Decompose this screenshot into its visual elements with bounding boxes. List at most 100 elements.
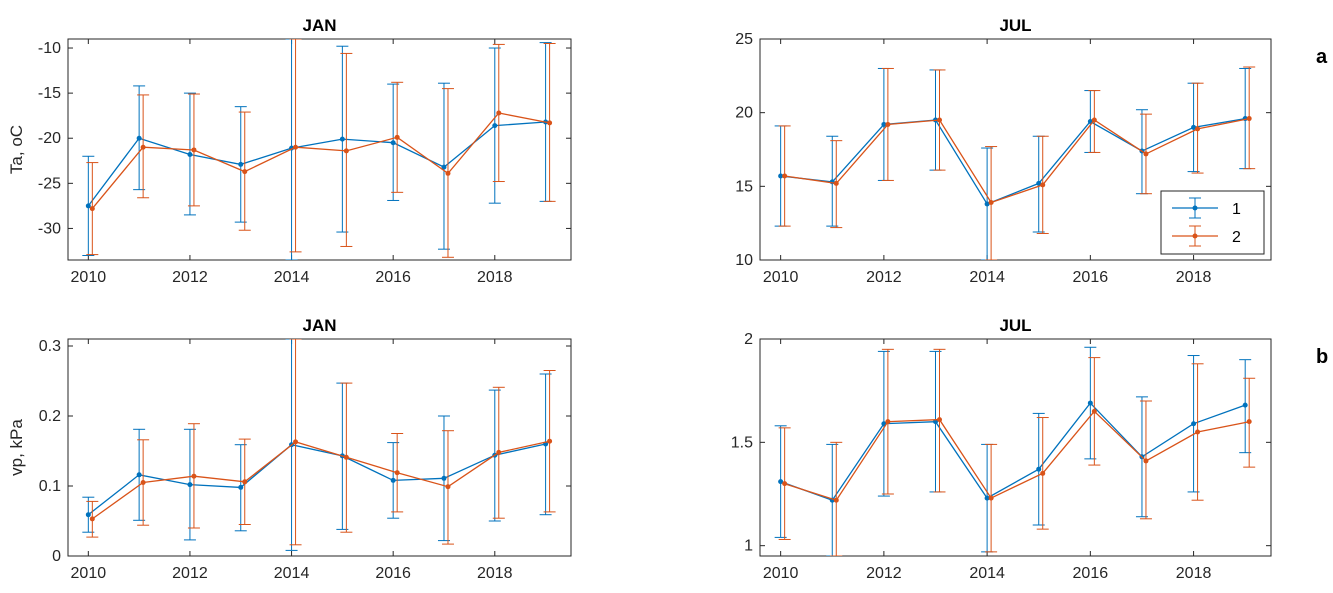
data-point-2-vp-jan-2014 [293, 439, 299, 445]
data-point-1-vp-jan-2011 [136, 472, 142, 478]
y-tick-label-vp-jan-0: 0 [52, 548, 61, 565]
data-marks-vp-jan [82, 339, 556, 551]
data-point-1-vp-jul-2014 [984, 495, 990, 501]
data-point-1-ta-jul-2015 [1036, 180, 1042, 186]
data-point-2-vp-jul-2016 [1091, 408, 1097, 414]
x-tick-label-ta-jan-2012: 2012 [172, 269, 208, 286]
data-point-2-vp-jul-2017 [1143, 458, 1149, 464]
series-line-1-ta-jan [87, 121, 546, 207]
x-tick-label-vp-jul-2014: 2014 [969, 565, 1005, 582]
chart-panel-vp-jan: JAN vp, kPa 2010 2012 2014 2016 2018 0 0.1 0.2 0.3 [7, 316, 572, 582]
axes-box-ta-jul [759, 38, 1272, 261]
data-point-1-ta-jan-2013 [238, 161, 244, 167]
data-point-2-ta-jul-2013 [936, 117, 942, 123]
data-point-1-ta-jan-2018 [492, 123, 498, 129]
legend: 1 2 [1160, 190, 1265, 255]
y-tick-label-ta-jan-1: -25 [38, 175, 61, 192]
data-point-2-ta-jul-2012 [885, 121, 891, 127]
data-point-1-vp-jan-2012 [187, 482, 193, 488]
x-tick-label-ta-jul-2018: 2018 [1176, 269, 1212, 286]
x-tick-label-ta-jan-2016: 2016 [375, 269, 411, 286]
chart-title-ta-jan: JAN [302, 16, 336, 35]
data-point-1-ta-jan-2012 [187, 151, 193, 157]
data-point-1-ta-jan-2016 [390, 140, 396, 146]
data-point-2-vp-jan-2012 [191, 473, 197, 479]
data-point-1-ta-jul-2010 [778, 173, 784, 179]
data-point-2-ta-jan-2013 [242, 169, 248, 175]
data-point-2-ta-jul-2010 [782, 173, 788, 179]
series-line-2-ta-jan [91, 112, 550, 210]
series-2-vp-jan [86, 339, 556, 546]
y-tick-label-ta-jan-4: -10 [38, 40, 61, 57]
data-point-2-ta-jan-2017 [445, 170, 451, 176]
y-axis-label-ta-jan: Ta, oC [7, 125, 26, 174]
y-tick-label-ta-jan-2: -20 [38, 130, 61, 147]
y-tick-label-vp-jul-1: 1.5 [731, 434, 753, 451]
chart-panel-ta-jan: JAN Ta, oC 2010 2012 2014 2016 2018 -30 -25 -20 -1… [7, 16, 572, 286]
series-line-2-vp-jul [784, 410, 1250, 501]
data-point-2-vp-jul-2014 [988, 495, 994, 501]
data-point-2-ta-jan-2012 [191, 147, 197, 153]
chart-title-vp-jan: JAN [302, 316, 336, 335]
panel-letter-b: b [1316, 346, 1328, 368]
data-point-2-vp-jul-2010 [782, 481, 788, 487]
data-marks-ta-jul [774, 66, 1256, 260]
data-point-1-ta-jan-2011 [136, 135, 142, 141]
y-tick-label-vp-jan-2: 0.2 [39, 408, 61, 425]
data-point-1-vp-jul-2015 [1036, 466, 1042, 472]
series-line-2-ta-jul [784, 117, 1250, 204]
series-1-vp-jan [82, 339, 552, 551]
y-tick-label-vp-jan-3: 0.3 [39, 338, 61, 355]
legend-entry-1: 1 [1172, 197, 1241, 219]
data-marks-ta-jan [82, 39, 556, 260]
data-point-2-ta-jan-2015 [343, 148, 349, 154]
x-tick-label-ta-jul-2014: 2014 [969, 269, 1005, 286]
data-point-2-ta-jul-2016 [1091, 117, 1097, 123]
chart-panel-vp-jul: JUL 2010 2012 2014 2016 2018 1 1.5 2 [731, 316, 1272, 582]
x-tick-label-ta-jan-2018: 2018 [477, 269, 513, 286]
chart-panel-ta-jul: JUL 2010 2012 2014 2016 2018 10 15 20 25 [735, 16, 1272, 286]
x-tick-label-vp-jan-2010: 2010 [71, 565, 107, 582]
data-point-2-ta-jul-2017 [1143, 151, 1149, 157]
data-point-1-vp-jan-2017 [441, 475, 447, 481]
data-point-2-vp-jan-2018 [496, 449, 502, 455]
data-point-1-vp-jan-2016 [390, 477, 396, 483]
data-point-2-ta-jan-2014 [293, 144, 299, 150]
data-point-1-vp-jul-2010 [778, 479, 784, 485]
x-tick-label-ta-jul-2016: 2016 [1073, 269, 1109, 286]
data-point-2-ta-jan-2018 [496, 110, 502, 116]
x-tick-label-vp-jul-2016: 2016 [1073, 565, 1109, 582]
data-point-2-vp-jul-2013 [936, 417, 942, 423]
data-point-2-vp-jan-2010 [89, 516, 95, 522]
y-tick-label-ta-jan-0: -30 [38, 220, 61, 237]
data-point-1-ta-jul-2014 [984, 201, 990, 207]
y-tick-label-ta-jul-1: 15 [735, 178, 753, 195]
legend-box [1160, 190, 1265, 255]
y-tick-label-ta-jan-3: -15 [38, 85, 61, 102]
data-point-2-ta-jul-2018 [1195, 126, 1201, 132]
y-tick-label-ta-jul-0: 10 [735, 252, 753, 269]
data-point-1-vp-jul-2016 [1087, 400, 1093, 406]
x-tick-label-ta-jan-2010: 2010 [71, 269, 107, 286]
x-tick-label-vp-jul-2012: 2012 [866, 565, 902, 582]
data-point-2-ta-jul-2019 [1246, 116, 1252, 122]
data-point-2-vp-jan-2019 [547, 438, 553, 444]
panel-letter-a: a [1316, 46, 1328, 68]
x-tick-label-vp-jul-2010: 2010 [763, 565, 799, 582]
data-point-1-vp-jan-2010 [85, 512, 91, 518]
x-tick-label-ta-jul-2012: 2012 [866, 269, 902, 286]
data-point-2-ta-jul-2011 [833, 180, 839, 186]
legend-entry-2: 2 [1172, 225, 1241, 247]
data-point-1-ta-jul-2018 [1191, 124, 1197, 130]
data-point-2-ta-jan-2011 [140, 144, 146, 150]
data-point-2-vp-jul-2011 [833, 497, 839, 503]
series-1-ta-jan [82, 39, 552, 260]
data-point-1-vp-jul-2018 [1191, 421, 1197, 427]
axes-box-vp-jan [67, 338, 572, 557]
y-tick-label-vp-jul-2: 2 [744, 331, 753, 348]
data-point-1-ta-jan-2015 [339, 136, 345, 142]
legend-label-2: 2 [1232, 229, 1241, 246]
y-axis-label-vp-jan: vp, kPa [7, 419, 26, 476]
data-point-1-ta-jul-2012 [881, 121, 887, 127]
data-point-2-ta-jul-2014 [988, 200, 994, 206]
